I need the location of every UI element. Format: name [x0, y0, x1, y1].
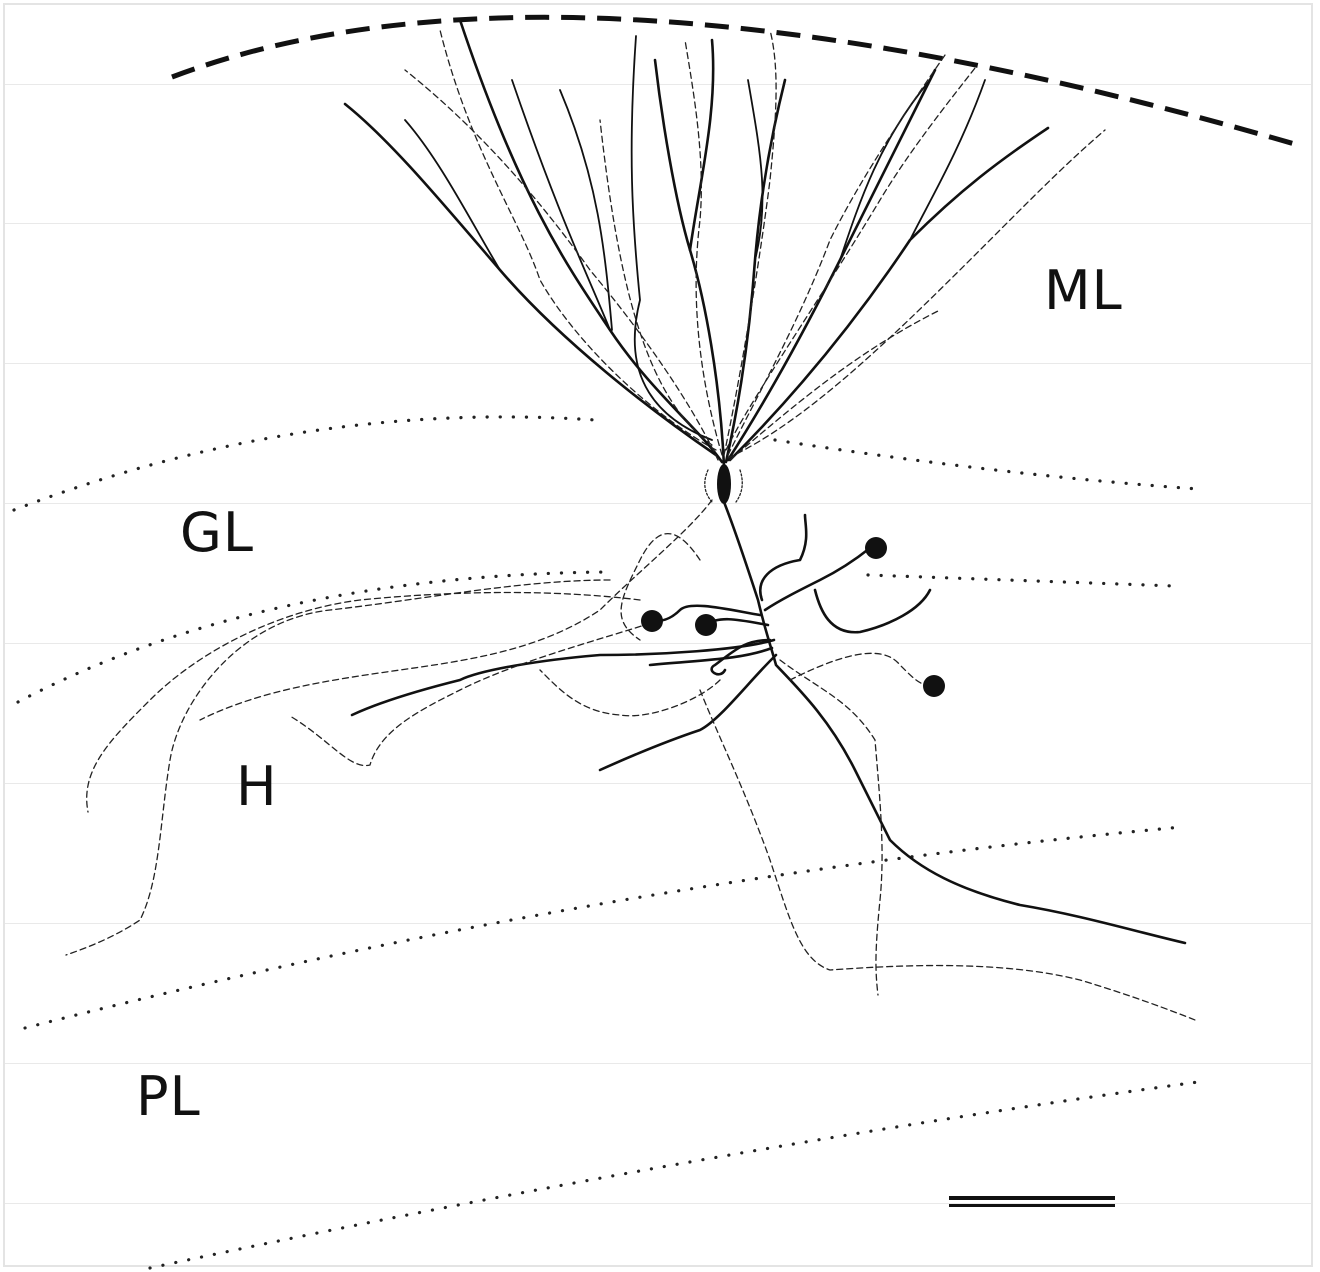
- axon-terminal: [923, 675, 945, 697]
- gl-hilus-boundary-left: [16, 570, 610, 704]
- ml-gl-boundary-left: [12, 415, 597, 512]
- scan-line: [5, 783, 1311, 784]
- scan-line: [5, 643, 1311, 644]
- layer-label-h: H: [236, 755, 278, 818]
- soma-halo: [704, 469, 743, 503]
- layer-label-ml: ML: [1044, 259, 1123, 322]
- axon-terminal: [641, 610, 663, 632]
- scan-line: [5, 923, 1311, 924]
- ml-gl-boundary-right: [773, 438, 1200, 491]
- scan-line: [5, 223, 1311, 224]
- axon-terminal: [695, 614, 717, 636]
- pl-lower-boundary: [148, 1080, 1200, 1270]
- layer-label-pl: PL: [136, 1065, 201, 1128]
- gl-hilus-boundary-right: [866, 573, 1177, 588]
- scan-line: [5, 503, 1311, 504]
- dendritic-tree-dashed: [404, 29, 1106, 461]
- scan-line: [5, 1203, 1311, 1204]
- dendritic-tree: [343, 18, 1050, 468]
- axon-dashed: [65, 499, 1196, 1021]
- figure-frame: [3, 3, 1313, 1267]
- hippocampal-fissure-boundary: [171, 14, 1299, 148]
- scan-line: [5, 363, 1311, 364]
- axon: [350, 500, 1187, 945]
- scan-line: [5, 1063, 1311, 1064]
- layer-label-gl: GL: [180, 501, 254, 564]
- hilus-pl-boundary: [23, 825, 1184, 1030]
- axon-terminal: [865, 537, 887, 559]
- scale-bar: [949, 1196, 1115, 1207]
- cell-body: [717, 464, 731, 504]
